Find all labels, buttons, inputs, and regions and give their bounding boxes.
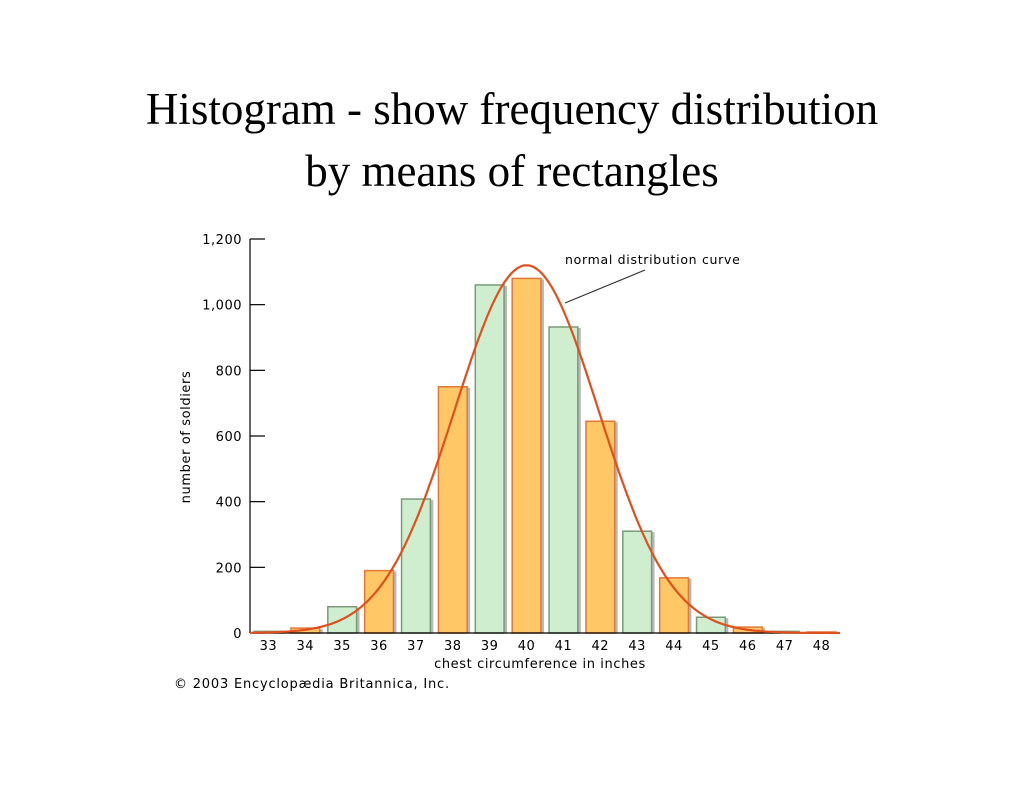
labels-layer: 0 200 400 600 800 1,000 1,200 33 34 35 36 37 38 39 40 4… bbox=[202, 233, 830, 654]
bar-38 bbox=[437, 386, 468, 634]
bar-44 bbox=[658, 577, 690, 634]
x-axis-label: chest circumference in inches bbox=[434, 657, 646, 672]
normal-distribution-curve bbox=[250, 264, 840, 635]
y-tick-label: 400 bbox=[216, 496, 242, 511]
x-tick-label: 41 bbox=[555, 639, 573, 654]
bar-40 bbox=[511, 277, 542, 634]
copyright-credit: © 2003 Encyclopædia Britannica, Inc. bbox=[174, 677, 450, 692]
x-tick-label: 39 bbox=[481, 639, 499, 654]
x-tick-label: 42 bbox=[592, 639, 610, 654]
y-tick-label: 600 bbox=[216, 430, 242, 445]
annotation-leader-line bbox=[564, 269, 646, 304]
x-tick-label: 43 bbox=[628, 639, 646, 654]
x-tick-label: 46 bbox=[739, 639, 757, 654]
bar-43 bbox=[622, 530, 653, 634]
y-tick-label: 800 bbox=[216, 364, 242, 379]
bar-36 bbox=[363, 569, 395, 634]
x-tick-label: 44 bbox=[665, 639, 683, 654]
x-tick-label: 37 bbox=[407, 639, 425, 654]
slide-title: Histogram - show frequency distribution … bbox=[0, 78, 1024, 202]
x-tick-label: 36 bbox=[370, 639, 388, 654]
x-tick-label: 38 bbox=[444, 639, 462, 654]
y-tick-label: 1,200 bbox=[202, 233, 242, 248]
x-tick-label: 47 bbox=[776, 639, 794, 654]
x-tick-label: 40 bbox=[518, 639, 536, 654]
x-tick-label: 45 bbox=[702, 639, 720, 654]
axes-layer bbox=[249, 238, 840, 634]
y-tick-label: 1,000 bbox=[202, 299, 242, 314]
bars-layer bbox=[253, 277, 837, 634]
slide-title-line-2: by means of rectangles bbox=[305, 146, 719, 196]
x-tick-label: 33 bbox=[260, 639, 278, 654]
x-tick-label: 35 bbox=[333, 639, 351, 654]
y-axis-label: number of soldiers bbox=[179, 371, 194, 504]
annotation-label: normal distribution curve bbox=[565, 252, 741, 267]
x-tick-label: 34 bbox=[297, 639, 315, 654]
bar-41 bbox=[548, 326, 579, 634]
x-tick-label: 48 bbox=[813, 639, 831, 654]
slide-title-line-1: Histogram - show frequency distribution bbox=[145, 84, 879, 134]
y-tick-label: 200 bbox=[216, 561, 242, 576]
y-tick-label: 0 bbox=[233, 627, 242, 642]
bar-42 bbox=[585, 420, 616, 634]
